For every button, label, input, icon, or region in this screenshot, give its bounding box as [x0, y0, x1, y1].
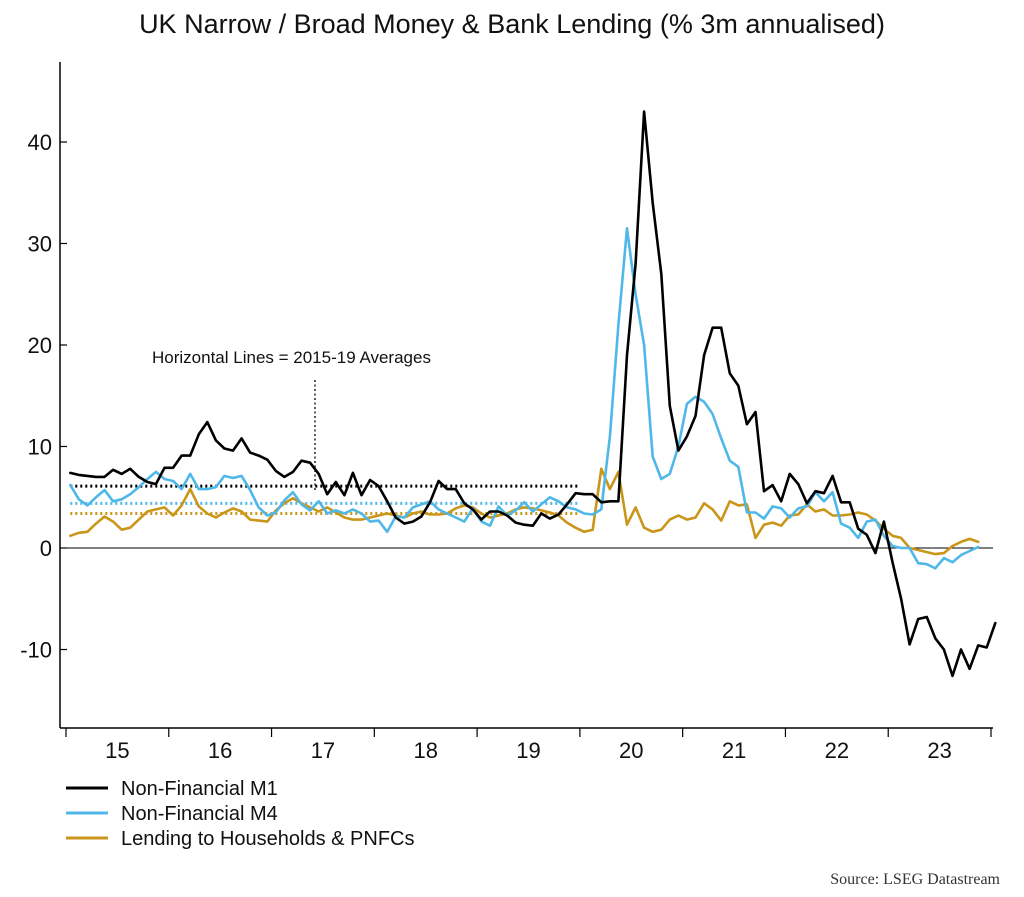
series-line-0 [69, 110, 997, 678]
y-tick-label: 10 [28, 435, 52, 460]
y-tick-label: 40 [28, 130, 52, 155]
source-text: Source: LSEG Datastream [830, 871, 1000, 888]
y-tick-label: 0 [40, 536, 52, 561]
y-tick-label: 30 [28, 232, 52, 257]
series-line-2 [69, 467, 980, 556]
legend-label-0: Non-Financial M1 [121, 778, 278, 800]
x-tick-label: 22 [825, 738, 849, 763]
x-tick-label: 23 [927, 738, 951, 763]
x-tick-label: 15 [105, 738, 129, 763]
x-tick-label: 19 [516, 738, 540, 763]
x-tick-label: 20 [619, 738, 643, 763]
x-tick-label: 16 [208, 738, 232, 763]
y-tick-label: 20 [28, 333, 52, 358]
series-line-1 [69, 227, 980, 570]
annotation-text: Horizontal Lines = 2015-19 Averages [152, 348, 431, 367]
x-tick-label: 21 [722, 738, 746, 763]
legend: Non-Financial M1 Non-Financial M4 Lending … [66, 778, 415, 850]
y-tick-label: -10 [20, 638, 52, 663]
x-tick-label: 18 [413, 738, 437, 763]
legend-label-2: Lending to Households & PNFCs [121, 828, 415, 850]
plot-area: -10 0 10 20 30 40 15 16 17 18 19 20 21 22 23 [20, 62, 997, 763]
chart-title: UK Narrow / Broad Money & Bank Lending (… [139, 9, 885, 39]
x-tick-label: 17 [311, 738, 335, 763]
legend-label-1: Non-Financial M4 [121, 803, 278, 825]
